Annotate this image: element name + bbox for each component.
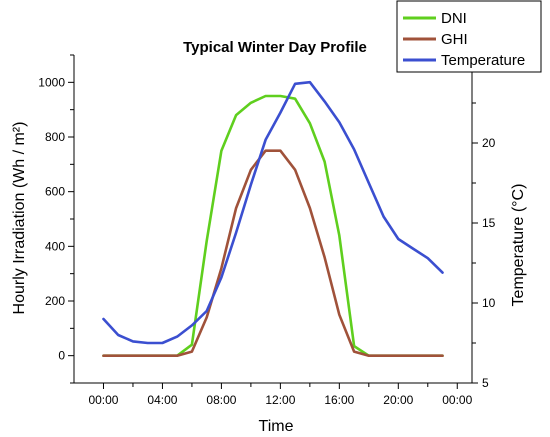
y-right-tick-label: 5	[482, 376, 489, 390]
series-layer	[102, 80, 444, 358]
y-left-tick-label: 1000	[38, 75, 65, 89]
y-left-tick-label: 0	[58, 349, 65, 363]
y-right-tick-label: 20	[482, 136, 496, 150]
x-tick-label: 08:00	[206, 393, 236, 407]
legend-label-dni: DNI	[441, 10, 467, 27]
x-tick-label: 12:00	[265, 393, 295, 407]
x-tick-label: 00:00	[88, 393, 118, 407]
y-left-tick-label: 600	[45, 185, 65, 199]
axes-layer: 00:00 04:00 08:00 12:00 16:00 20:00 00:00 0 200 4…	[38, 54, 496, 407]
chart-title: Typical Winter Day Profile	[183, 39, 367, 56]
x-tick-label: 16:00	[324, 393, 354, 407]
y-axis-right-title: Temperature (°C)	[510, 184, 527, 307]
y-left-tick-label: 400	[45, 239, 65, 253]
series-line-ghi	[102, 149, 444, 358]
y-right-tick-label: 15	[482, 216, 496, 230]
x-axis-title: Time	[259, 418, 294, 435]
x-tick-label: 00:00	[442, 393, 472, 407]
y-axis-left-title: Hourly Irradiation (Wh / m²)	[11, 122, 28, 315]
series-line-temperature	[102, 80, 444, 345]
legend-label-ghi: GHI	[441, 31, 468, 48]
y-left-tick-label: 800	[45, 130, 65, 144]
y-left-tick-label: 200	[45, 294, 65, 308]
legend: DNI GHI Temperature	[396, 0, 542, 73]
x-tick-label: 04:00	[147, 393, 177, 407]
legend-label-temperature: Temperature	[441, 52, 525, 69]
x-tick-label: 20:00	[383, 393, 413, 407]
y-right-tick-label: 10	[482, 296, 496, 310]
